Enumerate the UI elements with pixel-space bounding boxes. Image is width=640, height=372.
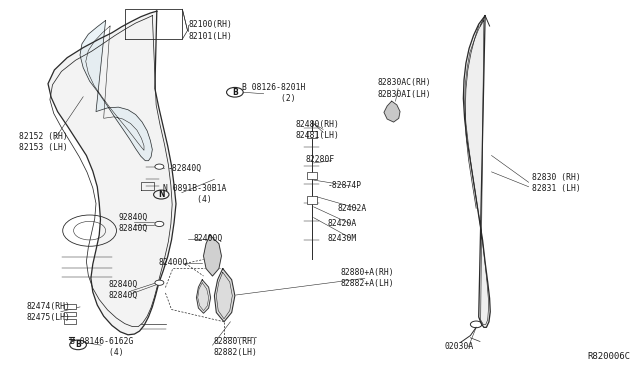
Bar — [64, 319, 76, 324]
Text: 82100(RH)
82101(LH): 82100(RH) 82101(LH) — [189, 20, 233, 41]
Polygon shape — [384, 101, 400, 122]
Text: 82880(RH)
82882(LH): 82880(RH) 82882(LH) — [213, 337, 257, 357]
Text: 82280F: 82280F — [306, 155, 335, 164]
Circle shape — [155, 280, 164, 285]
Text: N: N — [158, 190, 164, 199]
Text: -82840Q: -82840Q — [168, 164, 202, 173]
Text: 82830 (RH)
82831 (LH): 82830 (RH) 82831 (LH) — [532, 173, 581, 193]
Circle shape — [155, 164, 164, 169]
Circle shape — [155, 221, 164, 227]
Text: 82420A: 82420A — [328, 219, 357, 228]
Bar — [64, 312, 76, 316]
Text: 82402A: 82402A — [338, 204, 367, 213]
Bar — [64, 304, 76, 309]
Text: 02030A: 02030A — [445, 342, 474, 351]
Text: B 08146-6162G
        (4): B 08146-6162G (4) — [70, 337, 134, 357]
Text: 92840Q
82840Q: 92840Q 82840Q — [118, 213, 148, 233]
Polygon shape — [48, 11, 176, 335]
Text: -82874P: -82874P — [328, 181, 362, 190]
Polygon shape — [463, 16, 490, 327]
Polygon shape — [196, 280, 211, 313]
Polygon shape — [214, 269, 235, 322]
Text: N 0891B-30B1A
       (4): N 0891B-30B1A (4) — [163, 184, 226, 204]
Text: 82880+A(RH)
82882+A(LH): 82880+A(RH) 82882+A(LH) — [340, 268, 394, 288]
Text: 82430M: 82430M — [328, 234, 357, 243]
Text: 82400Q: 82400Q — [193, 234, 223, 243]
Text: 82480(RH)
82481(LH): 82480(RH) 82481(LH) — [296, 120, 340, 140]
Bar — [307, 131, 317, 138]
Text: 82830AC(RH)
82B30AI(LH): 82830AC(RH) 82B30AI(LH) — [378, 78, 431, 99]
Text: B 08126-8201H
        (2): B 08126-8201H (2) — [242, 83, 305, 103]
Text: 82840Q
82840Q: 82840Q 82840Q — [109, 280, 138, 300]
Polygon shape — [80, 20, 152, 161]
Text: 82474(RH)
82475(LH): 82474(RH) 82475(LH) — [27, 302, 71, 322]
Text: B: B — [76, 340, 81, 349]
Text: R820006C: R820006C — [588, 352, 630, 361]
Text: B: B — [232, 88, 237, 97]
Bar — [307, 172, 317, 179]
Text: 82152 (RH)
82153 (LH): 82152 (RH) 82153 (LH) — [19, 132, 68, 152]
Bar — [307, 196, 317, 204]
Text: 82400Q: 82400Q — [159, 258, 188, 267]
Polygon shape — [204, 235, 221, 276]
